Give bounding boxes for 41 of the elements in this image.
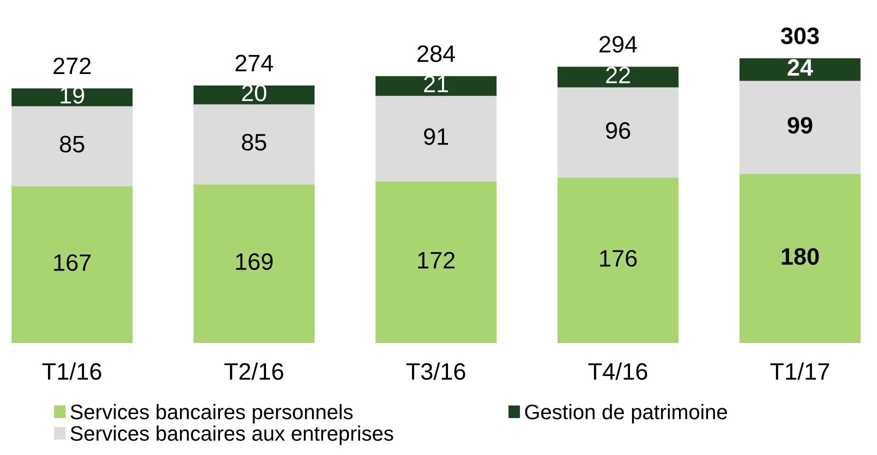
x-tick-label: T1/17 [770,362,830,380]
data-label: 167 [54,254,91,271]
total-label: 272 [54,58,91,74]
legend-label: Gestion de patrimoine [525,404,727,424]
data-label: 169 [236,253,273,270]
bar [558,87,679,178]
data-label: 99 [788,116,812,134]
data-label: 85 [60,136,84,152]
bar [558,66,679,88]
bar [558,178,679,344]
x-tick-label: T4/16 [588,362,648,380]
total-label: 274 [236,54,274,72]
bar [740,80,861,174]
bar [740,58,861,81]
bar [12,186,133,344]
data-label: 21 [424,76,448,92]
bar [740,174,861,344]
bar [194,104,315,184]
legend-label: Services bancaires personnels [70,404,353,424]
data-label: 24 [788,59,814,76]
data-label: 176 [600,250,637,267]
bar [376,76,497,96]
x-tick-label: T3/16 [406,362,466,380]
data-label: 172 [418,252,455,268]
legend-label: Services bancaires aux entreprises [70,426,394,445]
data-label: 85 [242,134,266,151]
bar [194,86,315,104]
total-label: 284 [418,45,456,62]
total-label: 294 [600,36,638,53]
data-label: 96 [606,122,630,139]
bar [376,181,497,344]
bar [376,96,497,182]
bar [12,88,133,106]
total-label: 303 [780,27,819,44]
bar [12,106,133,186]
data-label: 91 [424,128,448,145]
data-label: 22 [606,66,630,84]
bar [194,184,315,344]
data-label: 180 [782,248,819,265]
x-tick-label: T2/16 [224,362,284,380]
x-tick-label: T1/16 [42,362,102,380]
